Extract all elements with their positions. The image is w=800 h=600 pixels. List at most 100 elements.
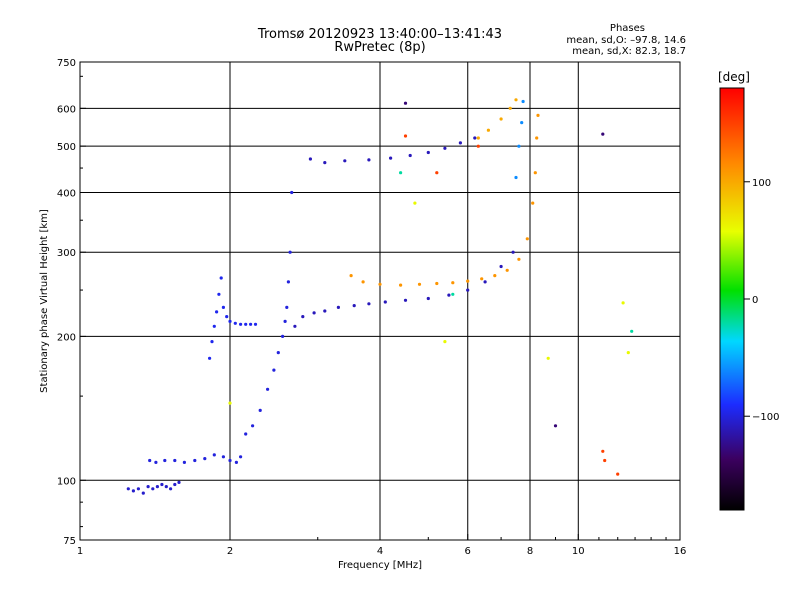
- data-point: [621, 301, 625, 305]
- data-point: [312, 311, 316, 315]
- data-point: [244, 432, 248, 436]
- data-point: [626, 351, 630, 355]
- data-point: [323, 161, 327, 165]
- data-point: [276, 351, 280, 355]
- data-point: [443, 146, 447, 150]
- data-point: [210, 340, 214, 344]
- data-point: [221, 305, 225, 309]
- data-point: [378, 282, 382, 286]
- data-point: [286, 280, 290, 284]
- data-point: [383, 300, 387, 304]
- data-point: [215, 310, 219, 314]
- data-point: [343, 159, 347, 163]
- data-point: [435, 281, 439, 286]
- phase-stats-o: mean, sd,O: –97.8, 14.6: [566, 35, 686, 46]
- data-point: [148, 458, 152, 463]
- x-tick-label: 8: [527, 546, 533, 557]
- data-point: [389, 156, 393, 160]
- data-point: [173, 458, 177, 463]
- data-point: [514, 175, 518, 180]
- data-point: [399, 171, 403, 175]
- colorbar: [719, 87, 745, 511]
- data-point: [408, 153, 412, 158]
- x-tick-label: 16: [674, 546, 687, 557]
- data-point: [126, 487, 130, 491]
- data-point: [603, 458, 607, 463]
- data-point: [525, 237, 529, 241]
- data-point: [601, 132, 605, 136]
- data-point: [336, 305, 340, 309]
- data-point: [290, 190, 294, 195]
- data-point: [173, 482, 177, 487]
- data-point: [630, 329, 634, 333]
- data-point: [217, 292, 221, 296]
- data-point: [493, 274, 497, 278]
- data-point: [308, 157, 312, 161]
- data-point: [403, 134, 408, 138]
- data-point: [208, 356, 212, 360]
- data-point: [239, 455, 243, 459]
- chart-subtitle: RwPretec (8p): [334, 40, 426, 55]
- data-point: [258, 408, 262, 412]
- data-point: [531, 201, 535, 205]
- data-point: [228, 319, 232, 323]
- data-point: [131, 489, 135, 493]
- data-point: [151, 487, 155, 491]
- data-point: [521, 99, 525, 104]
- data-point: [272, 368, 276, 372]
- data-point: [228, 401, 232, 405]
- data-point: [486, 128, 490, 132]
- data-point: [616, 472, 620, 476]
- data-point: [225, 315, 229, 319]
- data-point: [293, 324, 297, 328]
- data-point: [473, 136, 477, 140]
- data-point: [367, 302, 371, 306]
- x-tick-label: 4: [377, 546, 383, 557]
- data-point: [520, 121, 524, 125]
- data-point: [136, 487, 140, 491]
- y-tick-label: 75: [63, 536, 76, 547]
- data-point: [163, 458, 167, 463]
- colorbar-ticks: 100 0 −100: [744, 178, 779, 423]
- data-point: [426, 296, 430, 301]
- data-point: [228, 458, 232, 463]
- data-point: [154, 460, 158, 464]
- y-tick-label: 500: [57, 142, 76, 153]
- data-point: [141, 491, 145, 495]
- data-point: [499, 264, 503, 269]
- data-point: [447, 293, 451, 297]
- data-point: [349, 274, 353, 278]
- colorbar-tick-label: 100: [752, 178, 771, 189]
- data-point: [417, 282, 422, 286]
- data-point: [249, 322, 253, 326]
- data-point: [301, 315, 305, 319]
- data-point: [443, 340, 447, 344]
- data-point: [182, 460, 186, 464]
- data-point: [253, 322, 258, 326]
- data-point: [251, 424, 255, 428]
- y-tick-label: 400: [57, 188, 76, 199]
- data-point: [435, 171, 439, 175]
- data-point: [426, 150, 430, 155]
- data-point: [483, 280, 487, 284]
- data-point: [203, 457, 207, 461]
- data-point: [508, 106, 512, 110]
- data-point: [553, 424, 558, 428]
- data-point: [476, 136, 480, 140]
- data-point: [499, 117, 503, 121]
- y-tick-label: 100: [57, 476, 76, 487]
- data-point: [601, 449, 605, 453]
- colorbar-label: [deg]: [718, 70, 750, 84]
- x-tick-label: 2: [227, 546, 233, 557]
- data-point: [233, 321, 237, 325]
- data-point: [413, 201, 417, 205]
- data-point: [244, 322, 248, 326]
- data-point: [221, 455, 225, 459]
- data-point: [458, 141, 462, 145]
- data-point: [352, 304, 356, 308]
- data-point: [476, 144, 480, 148]
- y-axis-ticks: 75 100 200 300 400 500 600 750: [57, 58, 86, 547]
- data-point: [517, 257, 521, 261]
- data-point: [514, 98, 518, 102]
- data-point: [212, 453, 216, 457]
